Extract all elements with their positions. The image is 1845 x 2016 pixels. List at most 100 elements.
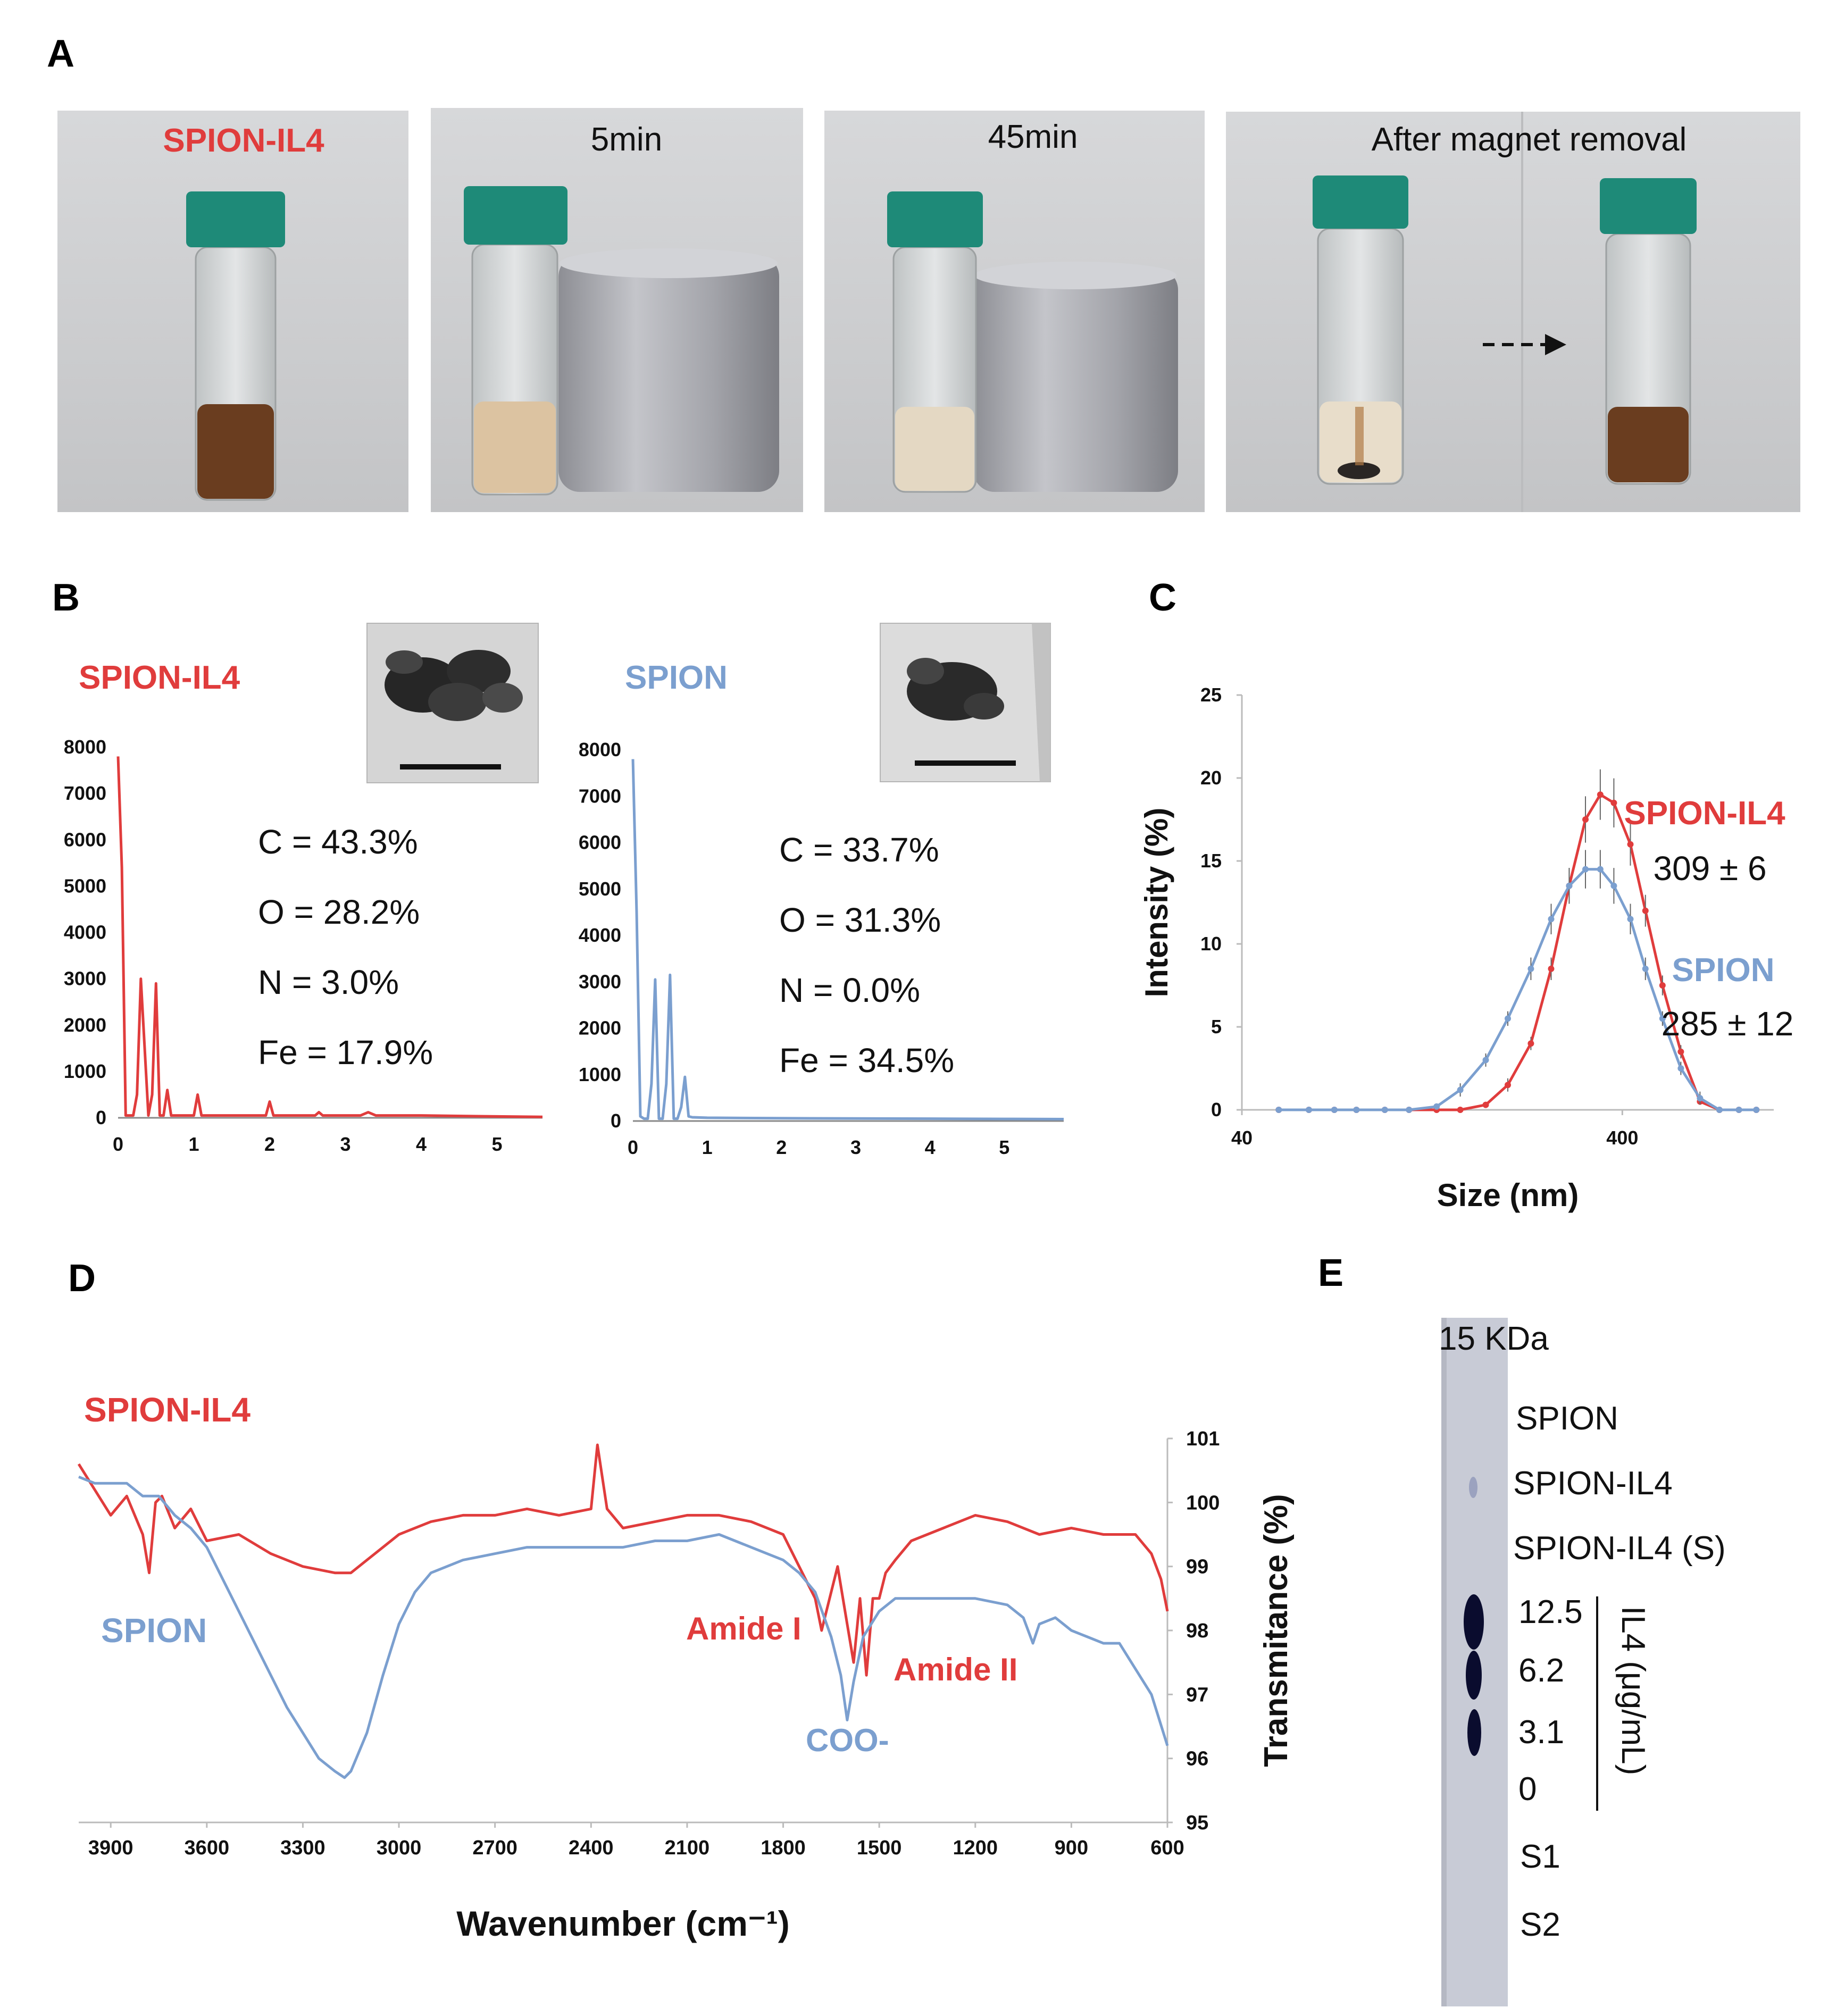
eds-left-title: SPION-IL4: [79, 659, 240, 696]
dls-point: [1381, 1107, 1388, 1113]
x-tick-label: 2: [264, 1133, 275, 1155]
dls-point: [1610, 882, 1617, 889]
dls-point: [1505, 1015, 1511, 1022]
dls-point: [1527, 1040, 1534, 1047]
x-tick-label: 3: [850, 1136, 861, 1158]
composition-fe: Fe = 17.9%: [258, 1033, 433, 1072]
x-axis-title: Size (nm): [1437, 1177, 1579, 1213]
composition-left: C = 43.3% O = 28.2% N = 3.0% Fe = 17.9%: [258, 823, 433, 1072]
composition-n: N = 0.0%: [779, 971, 920, 1009]
dls-point: [1716, 1107, 1723, 1113]
magnet: [558, 255, 779, 492]
spectrum-line: [631, 759, 1064, 1120]
legend-spion-il4-value: 309 ± 6: [1653, 849, 1766, 888]
dls-point: [1353, 1107, 1360, 1113]
y-tick-label: 0: [611, 1110, 621, 1132]
lane-12-5: 12.5: [1518, 1594, 1583, 1630]
dls-point: [1582, 866, 1589, 873]
dls-point: [1610, 799, 1617, 806]
photo-label-spion-il4: SPION-IL4: [163, 122, 324, 159]
y-tick-label: 96: [1186, 1748, 1208, 1770]
ftir-label-spion: SPION: [101, 1611, 207, 1650]
dls-point: [1582, 816, 1589, 823]
annotation-amide-ii: Amide II: [894, 1652, 1017, 1687]
dls-point: [1753, 1107, 1760, 1113]
dls-point: [1627, 841, 1634, 848]
eds-right-title: SPION: [625, 659, 728, 696]
dls-point: [1659, 1015, 1666, 1022]
y-tick-label: 101: [1186, 1428, 1220, 1450]
photo-after-magnet-removal: After magnet removal: [1226, 112, 1800, 512]
y-tick-label: 20: [1200, 767, 1222, 789]
dls-point: [1505, 1082, 1511, 1089]
dls-point: [1457, 1107, 1464, 1113]
dls-point: [1677, 1048, 1684, 1055]
y-tick-label: 98: [1186, 1620, 1208, 1642]
dls-point: [1597, 866, 1604, 873]
blot-band-12-5: [1464, 1594, 1484, 1650]
dls-point: [1527, 965, 1534, 972]
photo-45min: 45min: [824, 111, 1205, 512]
lane-6-2: 6.2: [1518, 1652, 1564, 1689]
x-tick-label: 0: [113, 1133, 123, 1155]
y-tick-label: 1000: [64, 1060, 106, 1082]
photo-label-45min: 45min: [988, 119, 1078, 155]
spectrum-line: [116, 756, 543, 1118]
legend-spion-il4: SPION-IL4: [1624, 795, 1785, 832]
y-tick-label: 3000: [64, 968, 106, 990]
y-tick-label: 8000: [579, 739, 621, 760]
legend-spion-value: 285 ± 12: [1662, 1005, 1794, 1043]
vial-cap: [186, 191, 285, 247]
dls-point: [1457, 1086, 1464, 1093]
y-tick-label: 4000: [579, 924, 621, 946]
dls-line: [1279, 868, 1757, 1111]
dls-point: [1627, 916, 1634, 923]
x-tick-label: 3600: [185, 1837, 230, 1859]
y-tick-label: 0: [96, 1107, 106, 1128]
panel-b-label: B: [52, 576, 80, 619]
photo-label-5min: 5min: [591, 121, 662, 158]
y-tick-label: 97: [1186, 1684, 1208, 1706]
x-tick-label: 0: [628, 1136, 638, 1158]
dls-point: [1659, 982, 1666, 989]
y-tick-label: 100: [1186, 1492, 1220, 1514]
dls-point: [1548, 965, 1555, 972]
x-tick-label: 1200: [953, 1837, 998, 1859]
blot-band-6-2: [1466, 1651, 1482, 1700]
composition-c: C = 33.7%: [779, 831, 939, 869]
photo-5min: 5min: [431, 108, 803, 512]
scale-bar: [915, 760, 1016, 766]
y-tick-label: 99: [1186, 1556, 1208, 1578]
blot-band-3-1: [1467, 1709, 1481, 1756]
y-tick-label: 25: [1200, 684, 1222, 706]
tem-inset-spion: [880, 623, 1051, 782]
annotation-amide-i: Amide I: [686, 1611, 802, 1646]
arrow-head-icon: [1545, 334, 1566, 355]
ftir-annotations: SPION-IL4 SPION Amide I Amide II COO-: [84, 1391, 1017, 1758]
scale-bar: [400, 764, 501, 769]
y-tick-label: 5: [1211, 1016, 1222, 1038]
y-axis-title: Transmitance (%): [1258, 1494, 1295, 1767]
y-tick-label: 7000: [579, 785, 621, 807]
x-tick-label: 600: [1150, 1837, 1184, 1859]
x-tick-label: 2: [776, 1136, 787, 1158]
dls-point: [1275, 1107, 1282, 1113]
tem-inset-spion-il4: [366, 623, 539, 783]
y-tick-label: 2000: [64, 1014, 106, 1036]
photo-label-after-magnet: After magnet removal: [1372, 121, 1687, 158]
x-axis-title: Wavenumber (cm⁻¹): [456, 1904, 789, 1943]
y-tick-label: 10: [1200, 933, 1222, 955]
ftir-line: [78, 1475, 1169, 1779]
dls-point: [1566, 882, 1573, 889]
dls-legend: SPION-IL4 309 ± 6 SPION 285 ± 12: [1624, 795, 1793, 1043]
legend-spion: SPION: [1672, 952, 1775, 989]
y-tick-label: 1000: [579, 1064, 621, 1085]
ftir-label-spion-il4: SPION-IL4: [84, 1391, 251, 1429]
x-tick-label: 3: [340, 1133, 350, 1155]
y-axis-title: Intensity (%): [1139, 808, 1174, 998]
composition-o: O = 31.3%: [779, 901, 941, 939]
y-tick-label: 3000: [579, 971, 621, 992]
x-tick-label: 1: [702, 1136, 713, 1158]
panel-b: SPION-IL4 010002000300040005000600070008…: [64, 623, 1064, 1158]
